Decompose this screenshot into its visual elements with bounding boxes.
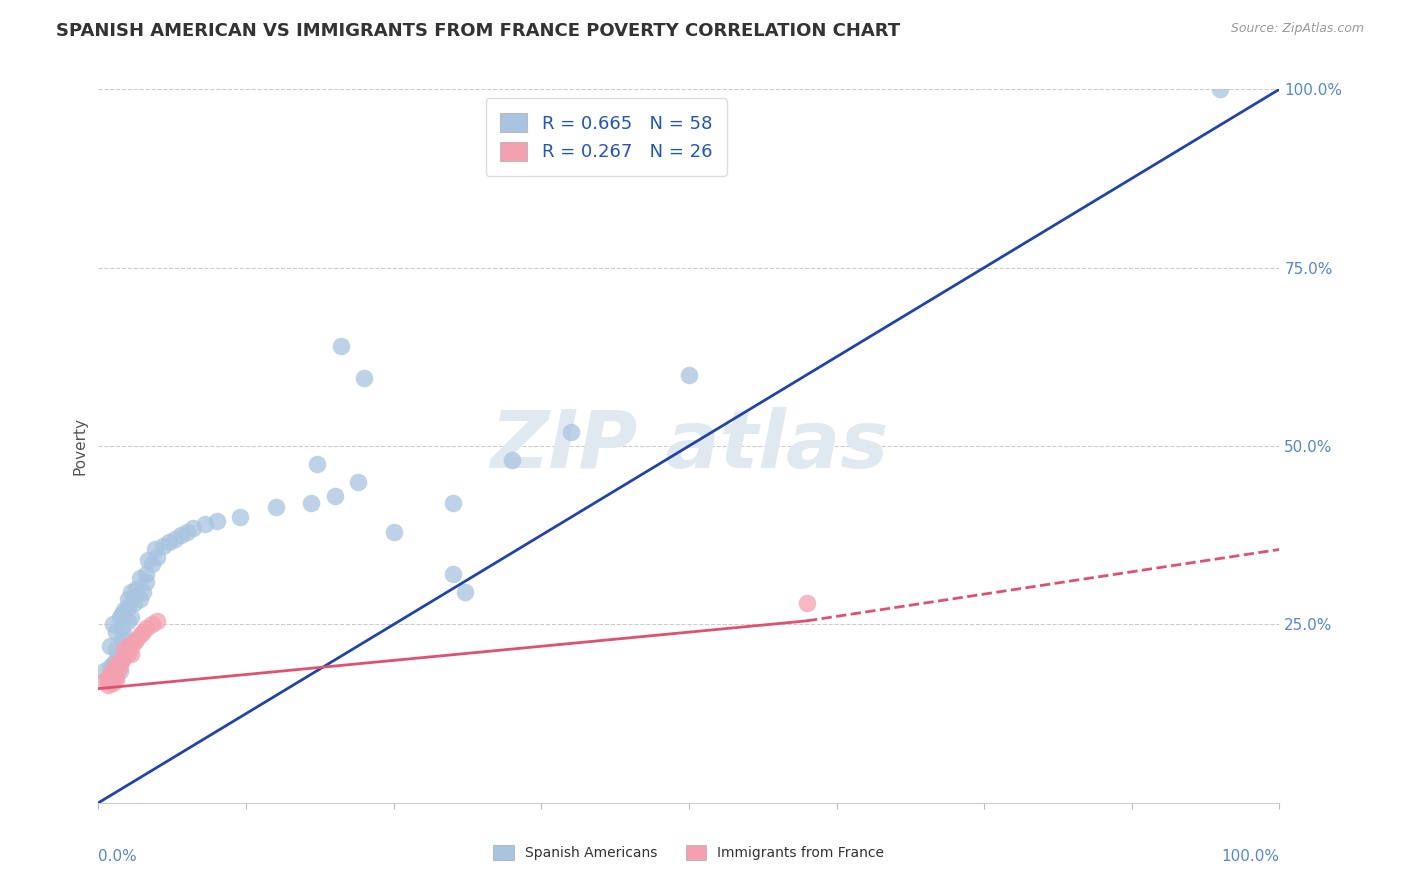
Point [108, 660, 131, 674]
Point [264, 500, 287, 514]
Point [132, 624, 155, 639]
Point [323, 489, 346, 503]
Point [146, 614, 169, 628]
Point [347, 475, 370, 489]
Point [112, 649, 135, 664]
Point [97, 678, 120, 692]
Point [112, 628, 135, 642]
Point [136, 553, 159, 567]
Text: SPANISH AMERICAN VS IMMIGRANTS FROM FRANCE POVERTY CORRELATION CHART: SPANISH AMERICAN VS IMMIGRANTS FROM FRAN… [56, 22, 900, 40]
Point [135, 621, 157, 635]
Text: 100.0%: 100.0% [1222, 849, 1279, 864]
Point [93, 664, 115, 678]
Text: ZIP atlas: ZIP atlas [489, 407, 889, 485]
Point [108, 655, 131, 669]
Text: 0.0%: 0.0% [98, 849, 138, 864]
Point [678, 368, 700, 382]
Point [128, 628, 150, 642]
Point [176, 524, 198, 539]
Text: Source: ZipAtlas.com: Source: ZipAtlas.com [1230, 22, 1364, 36]
Point [105, 669, 128, 683]
Point [108, 664, 131, 678]
Point [98, 639, 121, 653]
Point [98, 667, 121, 681]
Point [101, 676, 124, 690]
Point [141, 557, 163, 571]
Point [111, 607, 134, 621]
Point [1209, 82, 1232, 96]
Point [305, 457, 328, 471]
Point [101, 617, 124, 632]
Point [98, 669, 121, 683]
Point [329, 339, 352, 353]
Point [353, 371, 375, 385]
Point [97, 671, 120, 685]
Point [122, 635, 145, 649]
Point [101, 664, 124, 678]
Point [132, 585, 155, 599]
Point [382, 524, 405, 539]
Point [98, 660, 121, 674]
Point [157, 535, 180, 549]
Point [117, 599, 139, 614]
Point [170, 528, 193, 542]
Point [125, 633, 148, 648]
Point [143, 542, 166, 557]
Point [122, 589, 145, 603]
Point [105, 665, 128, 680]
Point [117, 639, 139, 653]
Point [111, 621, 134, 635]
Point [165, 532, 187, 546]
Point [105, 642, 128, 657]
Point [112, 642, 135, 657]
Point [135, 574, 157, 589]
Point [453, 585, 475, 599]
Point [128, 592, 150, 607]
Point [112, 603, 135, 617]
Point [560, 425, 582, 439]
Point [205, 514, 228, 528]
Point [135, 567, 157, 582]
Point [501, 453, 523, 467]
Legend: Spanish Americans, Immigrants from France: Spanish Americans, Immigrants from Franc… [486, 838, 891, 867]
Point [441, 567, 464, 582]
Point [111, 632, 134, 646]
Point [117, 614, 139, 628]
Point [105, 657, 128, 671]
Point [181, 521, 204, 535]
Point [141, 617, 163, 632]
Point [125, 582, 148, 596]
Point [441, 496, 464, 510]
Point [122, 596, 145, 610]
Point [105, 653, 128, 667]
Point [117, 646, 139, 660]
Point [146, 549, 169, 564]
Point [194, 517, 217, 532]
Point [121, 610, 143, 624]
Point [105, 624, 128, 639]
Point [98, 671, 121, 685]
Point [101, 657, 124, 671]
Point [93, 674, 115, 689]
Y-axis label: Poverty: Poverty [72, 417, 87, 475]
Point [108, 649, 131, 664]
Point [117, 592, 139, 607]
Point [108, 610, 131, 624]
Point [111, 653, 134, 667]
Point [152, 539, 174, 553]
Point [128, 571, 150, 585]
Point [121, 640, 143, 655]
Point [299, 496, 322, 510]
Point [796, 596, 818, 610]
Point [105, 673, 128, 687]
Point [111, 646, 134, 660]
Point [229, 510, 252, 524]
Point [121, 585, 143, 599]
Point [101, 667, 124, 681]
Point [97, 674, 120, 689]
Point [121, 648, 143, 662]
